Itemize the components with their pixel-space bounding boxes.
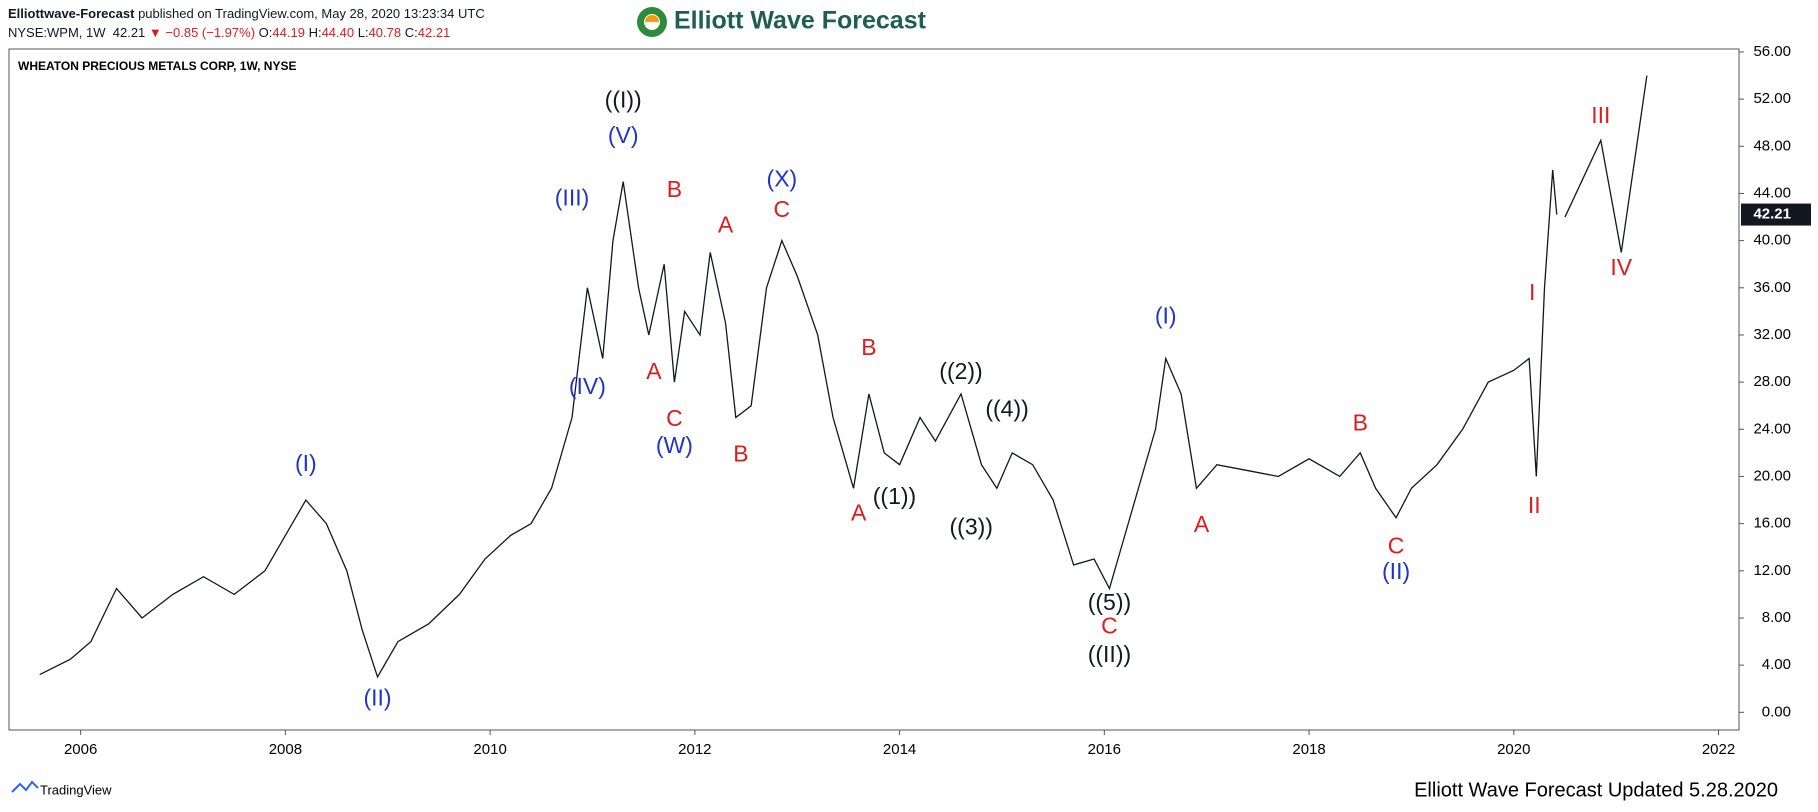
wave-label: B [667,176,682,202]
y-tick-label: 40.00 [1753,232,1791,249]
ohlc-value: 42.21 [417,25,451,40]
logo-icon [645,15,659,22]
x-tick-label: 2008 [269,741,302,758]
ohlc-value: 40.78 [368,25,402,40]
ohlc-value: 44.19 [272,25,305,40]
publisher: Elliottwave-Forecast [8,6,135,21]
wave-label: ((2)) [939,358,982,384]
logo-text: Elliott Wave Forecast [674,7,927,35]
wave-label: (IV) [569,373,606,399]
footer-platform: TradingView [40,782,112,797]
change: ▼ −0.85 (−1.97%) [148,25,256,40]
wave-label: A [718,212,734,238]
header-line: NYSE:WPM, 1W 42.21 ▼ −0.85 (−1.97%) O:44… [8,23,485,42]
last-price-box [1741,203,1811,226]
wave-label: B [733,440,748,466]
y-tick-label: 28.00 [1753,373,1791,390]
y-tick-label: 4.00 [1762,656,1791,673]
wave-label: B [861,334,876,360]
footer-note: Elliott Wave Forecast Updated 5.28.2020 [1414,779,1778,801]
published: published on TradingView.com, May 28, 20… [138,6,485,21]
tv-logo [11,780,39,793]
wave-label: ((3)) [950,513,993,539]
wave-label: (I) [1155,302,1177,328]
wave-label: II [1528,492,1541,518]
wave-label: B [1353,410,1368,436]
header: Elliottwave-Forecast published on Tradin… [8,4,485,42]
wave-label: IV [1610,254,1632,280]
x-tick-label: 2022 [1702,741,1735,758]
x-tick-label: 2014 [883,741,916,758]
wave-label: ((1)) [873,483,916,509]
y-tick-label: 44.00 [1753,184,1791,201]
y-tick-label: 52.00 [1753,90,1791,107]
wave-label: (III) [555,184,590,210]
wave-label: A [851,499,867,525]
y-tick-label: 8.00 [1762,609,1791,626]
plot-frame [8,48,1740,731]
y-tick-label: 32.00 [1753,326,1791,343]
x-tick-label: 2006 [64,741,97,758]
wave-label: ((II)) [1088,641,1131,667]
symbol: NYSE:WPM, 1W [8,25,106,40]
wave-label: ((5)) [1088,589,1131,615]
wave-label: (V) [608,122,639,148]
y-tick-label: 20.00 [1753,467,1791,484]
ohlc-label: O: [258,25,273,40]
wave-label: ((I)) [605,87,642,113]
y-tick-label: 56.00 [1753,43,1791,60]
chart-title: WHEATON PRECIOUS METALS CORP, 1W, NYSE [18,59,296,73]
wave-label: (II) [1382,558,1410,584]
wave-label: C [774,196,791,222]
wave-label: III [1591,102,1610,128]
ohlc-label: L: [357,25,369,40]
last: 42.21 [112,25,146,40]
ohlc-value: 44.40 [321,25,355,40]
wave-label: (II) [363,684,391,710]
ohlc-label: C: [404,25,418,40]
y-tick-label: 16.00 [1753,515,1791,532]
last-price-label: 42.21 [1753,206,1791,223]
y-tick-label: 0.00 [1762,703,1791,720]
ohlc-label: H: [308,25,322,40]
header-line: Elliottwave-Forecast published on Tradin… [8,4,485,23]
x-tick-label: 2016 [1088,741,1121,758]
wave-label: C [1101,612,1118,638]
y-tick-label: 36.00 [1753,279,1791,296]
projection-line [1564,75,1648,253]
price-line [39,169,1558,679]
y-tick-label: 48.00 [1753,137,1791,154]
wave-label: (W) [656,432,693,458]
y-tick-label: 12.00 [1753,562,1791,579]
wave-label: I [1529,279,1535,305]
wave-label: (X) [767,166,798,192]
wave-label: A [646,358,662,384]
wave-label: (I) [295,450,317,476]
wave-label: C [666,405,683,431]
x-tick-label: 2010 [473,741,506,758]
x-tick-label: 2020 [1497,741,1530,758]
wave-label: A [1194,511,1210,537]
x-tick-label: 2012 [678,741,711,758]
wave-label: ((4)) [985,396,1028,422]
y-tick-label: 24.00 [1753,420,1791,437]
wave-label: C [1388,532,1405,558]
x-tick-label: 2018 [1292,741,1325,758]
